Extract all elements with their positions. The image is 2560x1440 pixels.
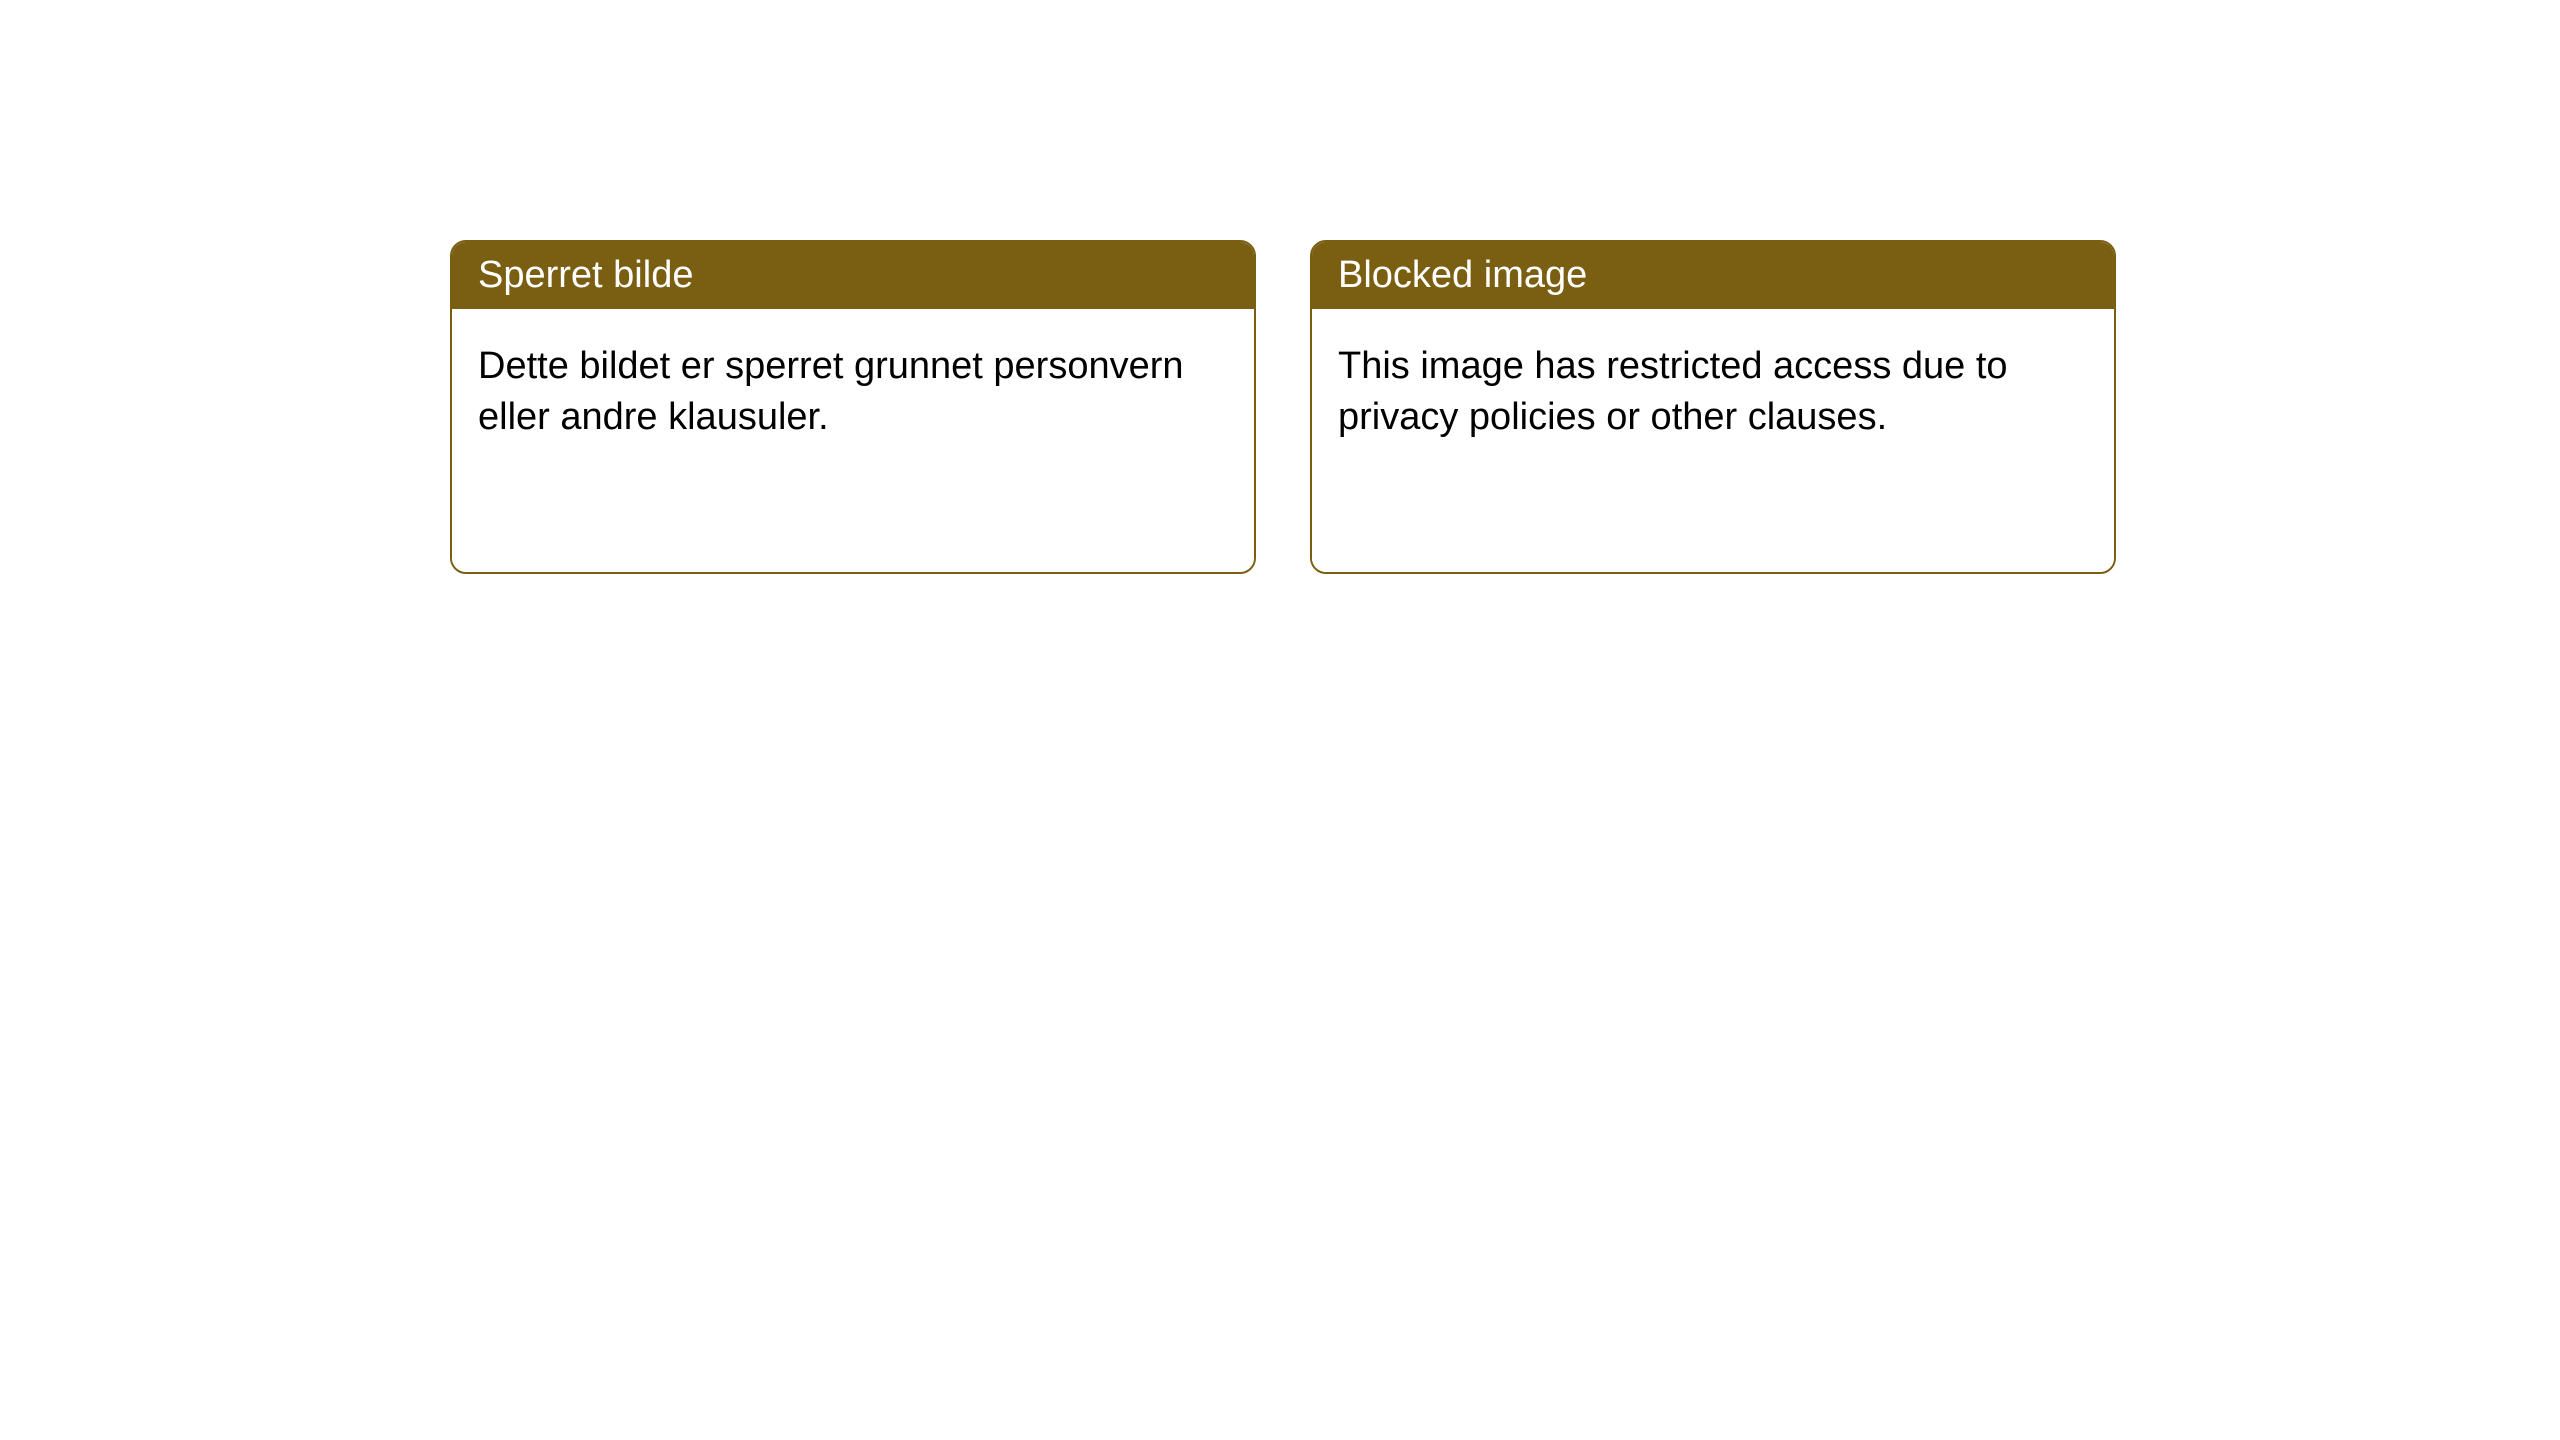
notice-card-norwegian: Sperret bilde Dette bildet er sperret gr… xyxy=(450,240,1256,574)
card-header: Blocked image xyxy=(1312,242,2114,309)
card-body: This image has restricted access due to … xyxy=(1312,309,2114,572)
card-title: Blocked image xyxy=(1338,254,1587,296)
notice-cards-container: Sperret bilde Dette bildet er sperret gr… xyxy=(450,240,2116,574)
card-body-text: Dette bildet er sperret grunnet personve… xyxy=(478,345,1184,438)
card-header: Sperret bilde xyxy=(452,242,1254,309)
card-body-text: This image has restricted access due to … xyxy=(1338,345,2008,438)
card-body: Dette bildet er sperret grunnet personve… xyxy=(452,309,1254,572)
notice-card-english: Blocked image This image has restricted … xyxy=(1310,240,2116,574)
card-title: Sperret bilde xyxy=(478,254,693,296)
